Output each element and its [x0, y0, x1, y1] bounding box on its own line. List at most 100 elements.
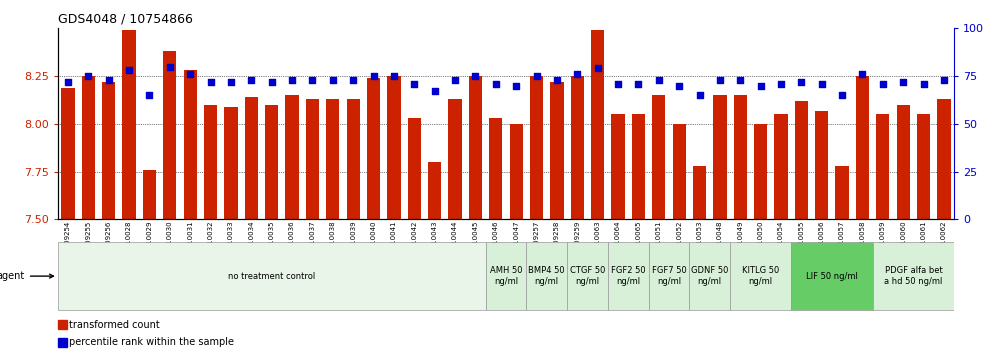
Point [753, 83, 769, 88]
Bar [347, 99, 360, 219]
Text: no treatment control: no treatment control [228, 272, 316, 281]
Point [650, 77, 666, 83]
Bar [245, 97, 258, 219]
Bar [550, 82, 564, 219]
Bar [754, 124, 767, 219]
Point [488, 81, 504, 87]
Bar [530, 76, 543, 219]
Point [202, 79, 218, 85]
Bar [407, 118, 421, 219]
Point [549, 77, 565, 83]
Text: GDNF 50
ng/ml: GDNF 50 ng/ml [691, 267, 728, 286]
Point [264, 79, 280, 85]
FancyBboxPatch shape [567, 242, 608, 310]
Text: PDGF alfa bet
a hd 50 ng/ml: PDGF alfa bet a hd 50 ng/ml [884, 267, 942, 286]
Bar [591, 30, 605, 219]
FancyBboxPatch shape [58, 242, 486, 310]
Point [671, 83, 687, 88]
Point [610, 81, 626, 87]
Point [915, 81, 931, 87]
Text: FGF7 50
ng/ml: FGF7 50 ng/ml [651, 267, 686, 286]
Point [223, 79, 239, 85]
Point [773, 81, 789, 87]
Bar [774, 114, 788, 219]
Bar [183, 70, 197, 219]
Bar [510, 124, 523, 219]
Point [570, 72, 586, 77]
Text: AMH 50
ng/ml: AMH 50 ng/ml [490, 267, 522, 286]
Point [835, 92, 851, 98]
Bar [571, 76, 584, 219]
Bar [489, 118, 502, 219]
Bar [163, 51, 176, 219]
Bar [693, 166, 706, 219]
Point [366, 73, 381, 79]
Point [732, 77, 748, 83]
Bar [448, 99, 462, 219]
Point [874, 81, 890, 87]
Point [305, 77, 321, 83]
Point [895, 79, 911, 85]
Point [936, 77, 952, 83]
Bar [672, 124, 686, 219]
Bar [142, 170, 156, 219]
Point [814, 81, 830, 87]
FancyBboxPatch shape [791, 242, 872, 310]
Point [630, 81, 646, 87]
Text: BMP4 50
ng/ml: BMP4 50 ng/ml [529, 267, 565, 286]
Bar [224, 107, 238, 219]
Bar [896, 105, 910, 219]
Bar [123, 30, 135, 219]
Bar [58, 338, 67, 347]
Bar [734, 95, 747, 219]
Bar [713, 95, 726, 219]
Bar [836, 166, 849, 219]
Point [284, 77, 300, 83]
Point [794, 79, 810, 85]
Bar [326, 99, 340, 219]
Point [182, 72, 198, 77]
Text: GDS4048 / 10754866: GDS4048 / 10754866 [58, 13, 192, 26]
Bar [367, 78, 380, 219]
Point [447, 77, 463, 83]
Text: percentile rank within the sample: percentile rank within the sample [69, 337, 234, 347]
Point [426, 88, 442, 94]
Point [101, 77, 117, 83]
Text: LIF 50 ng/ml: LIF 50 ng/ml [806, 272, 858, 281]
Text: agent: agent [0, 271, 54, 281]
Point [590, 65, 606, 71]
Bar [58, 320, 67, 330]
Bar [306, 99, 319, 219]
Bar [937, 99, 950, 219]
Bar [387, 76, 400, 219]
Bar [795, 101, 808, 219]
Bar [286, 95, 299, 219]
Bar [815, 110, 829, 219]
Bar [102, 82, 116, 219]
FancyBboxPatch shape [648, 242, 689, 310]
Point [346, 77, 362, 83]
Point [386, 73, 402, 79]
Bar [469, 76, 482, 219]
FancyBboxPatch shape [689, 242, 730, 310]
Bar [876, 114, 889, 219]
Point [508, 83, 524, 88]
Bar [856, 76, 870, 219]
Point [141, 92, 157, 98]
FancyBboxPatch shape [730, 242, 791, 310]
Text: FGF2 50
ng/ml: FGF2 50 ng/ml [611, 267, 645, 286]
Point [243, 77, 259, 83]
FancyBboxPatch shape [486, 242, 526, 310]
Point [122, 68, 137, 73]
Point [712, 77, 728, 83]
Bar [631, 114, 645, 219]
Bar [428, 162, 441, 219]
Point [529, 73, 545, 79]
Bar [612, 114, 624, 219]
FancyBboxPatch shape [608, 242, 648, 310]
Point [60, 79, 76, 85]
Bar [82, 76, 95, 219]
Point [406, 81, 422, 87]
Point [81, 73, 97, 79]
Point [855, 72, 871, 77]
